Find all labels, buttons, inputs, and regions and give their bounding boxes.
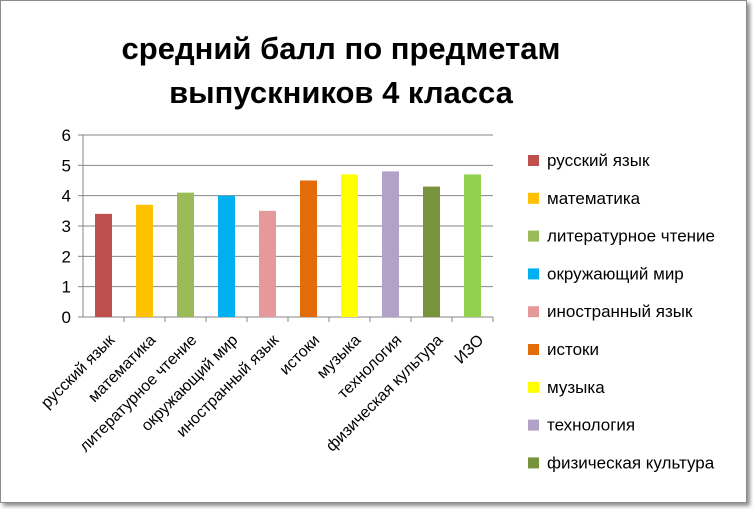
legend-label: истоки: [547, 340, 599, 359]
legend-label: музыка: [547, 378, 605, 397]
bar: [341, 174, 358, 317]
legend-label: физическая культура: [547, 453, 715, 472]
legend-swatch: [528, 344, 539, 355]
bar: [177, 192, 194, 317]
legend-swatch: [528, 192, 539, 204]
legend-swatch: [528, 155, 539, 166]
bar: [136, 204, 153, 317]
legend-swatch: [528, 268, 539, 280]
bar: [464, 174, 481, 317]
bar: [95, 213, 112, 317]
y-tick-label: 2: [62, 247, 71, 266]
y-tick-label: 0: [62, 308, 71, 327]
y-tick-label: 3: [62, 217, 71, 236]
legend-swatch: [528, 457, 539, 469]
legend-swatch: [528, 381, 539, 393]
legend-label: иностранный язык: [547, 302, 693, 321]
y-tick-label: 1: [62, 278, 71, 297]
bar: [423, 186, 440, 317]
legend-swatch: [528, 419, 539, 431]
legend-label: русский язык: [547, 151, 650, 170]
legend-swatch: [528, 306, 539, 318]
legend-label: окружающий мир: [547, 264, 684, 283]
bar: [382, 171, 399, 317]
legend-label: литературное чтение: [547, 227, 715, 246]
chart-title-line-1: средний балл по предметам: [121, 31, 561, 66]
y-tick-label: 6: [62, 126, 71, 145]
bar: [218, 195, 235, 317]
chart-title: средний балл по предметам выпускников 4 …: [91, 27, 591, 115]
y-tick-label: 5: [62, 156, 71, 175]
chart-title-line-2: выпускников 4 класса: [169, 75, 513, 110]
bar: [300, 180, 317, 317]
x-tick-label: ИЗО: [452, 332, 488, 368]
legend-label: математика: [547, 189, 641, 208]
y-tick-label: 4: [62, 187, 71, 206]
legend-label: технология: [547, 416, 635, 435]
bar-chart-plot: 0 1 2 3 4 5 6 русский язык математика литературно…: [38, 126, 715, 472]
bar: [259, 210, 276, 317]
legend-swatch: [528, 230, 539, 242]
